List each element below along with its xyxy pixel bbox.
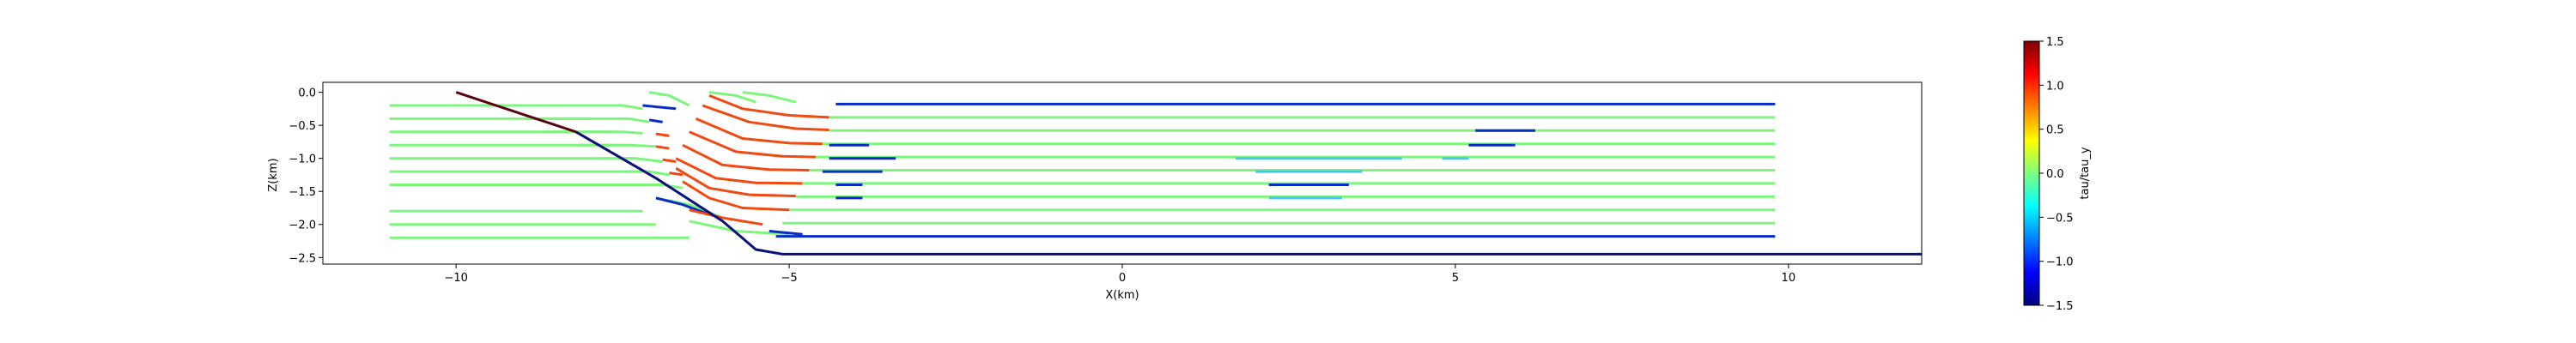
x-tick-label: 10 (1782, 272, 1796, 285)
streamline-blue (642, 104, 677, 111)
colorbar-tick-label: −1.5 (2046, 300, 2074, 313)
colorbar-tick-label: 1.5 (2046, 36, 2064, 49)
streamline-green (489, 104, 643, 111)
x-tick-label: −5 (781, 272, 797, 285)
streamline-green (648, 91, 690, 107)
streamline-green (708, 91, 756, 104)
colorbar-tick-label: −1.0 (2046, 256, 2074, 269)
streamline-red (655, 132, 670, 137)
streamline-green (642, 184, 683, 190)
streamline-red (695, 117, 823, 146)
colorbar: 1.5 1.0 0.5 0.0 −0.5 −1.0 −1.5 tau/tau_y (2023, 36, 2092, 313)
streamline-layer (389, 91, 1922, 256)
streamline-green (522, 117, 650, 123)
streamline-red (689, 208, 763, 226)
y-tick-label: −2.0 (289, 220, 316, 232)
streamline-blue (648, 118, 663, 123)
streamline-green (616, 170, 670, 177)
colorbar-tick-label: 0.5 (2046, 124, 2064, 137)
streamline-red (682, 180, 790, 212)
y-axis-label: Z(km) (267, 158, 280, 191)
y-tick-label: −1.5 (289, 186, 316, 199)
streamline-green (543, 130, 643, 135)
colorbar-tick-label: 0.0 (2046, 168, 2064, 181)
y-axis-ticks: 0.0 −0.5 −1.0 −1.5 −2.0 −2.5 (289, 87, 323, 265)
streamline-green (575, 143, 656, 148)
x-tick-label: 0 (1119, 272, 1126, 285)
streamline-red (675, 166, 796, 198)
boundary-floor (575, 130, 1922, 256)
streamline-red (662, 158, 677, 163)
streamline-red (702, 104, 829, 131)
colorbar-ticks: 1.5 1.0 0.5 0.0 −0.5 −1.0 −1.5 (2039, 36, 2074, 313)
y-tick-label: −2.5 (289, 252, 316, 265)
streamline-red (675, 157, 803, 185)
streamline-blue (769, 230, 803, 236)
x-axis-label: X(km) (1105, 289, 1139, 302)
colorbar-label: tau/tau_y (2079, 147, 2092, 199)
streamline-red (689, 130, 817, 159)
streamline-red (669, 172, 683, 177)
x-tick-label: −10 (444, 272, 467, 285)
streamline-green (742, 91, 797, 104)
streamline-green (596, 157, 663, 163)
colorbar-gradient (2023, 40, 2040, 306)
y-tick-label: −1.0 (289, 153, 316, 166)
streamline-red (655, 145, 670, 150)
colorbar-tick-label: 1.0 (2046, 80, 2064, 93)
streamline-red (682, 143, 810, 172)
x-tick-label: 5 (1452, 272, 1459, 285)
main-plot: −10 −5 0 5 10 0.0−0.5−1.0−1.5−2.0−2.5 X(km) … (267, 81, 1923, 302)
boundary-slope (455, 91, 577, 134)
x-axis-ticks: −10 −5 0 5 10 (444, 264, 1795, 285)
y-tick-label: 0.0 (298, 87, 316, 100)
colorbar-tick-label: −0.5 (2046, 212, 2074, 225)
y-tick-label: −0.5 (289, 120, 316, 133)
streamline-red (708, 94, 829, 119)
